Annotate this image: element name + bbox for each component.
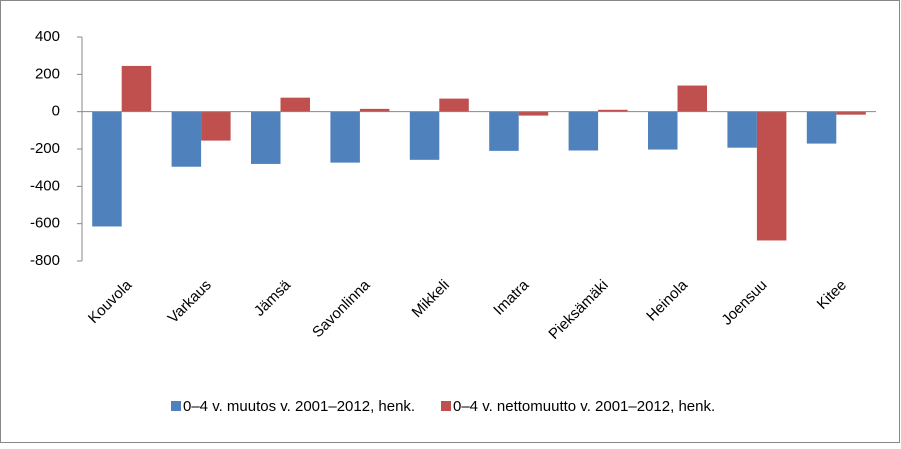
bar bbox=[330, 111, 360, 163]
bar bbox=[121, 65, 152, 112]
bar bbox=[251, 111, 281, 164]
y-tick-label: -800 bbox=[30, 252, 60, 269]
bar bbox=[280, 97, 310, 112]
bar bbox=[359, 108, 390, 112]
bar bbox=[836, 111, 866, 115]
bar bbox=[171, 111, 202, 167]
y-tick-label: 200 bbox=[35, 65, 60, 82]
bar bbox=[756, 111, 787, 241]
bar bbox=[518, 111, 549, 116]
legend-label: 0–4 v. nettomuutto v. 2001–2012, henk. bbox=[453, 398, 715, 415]
bar bbox=[806, 111, 837, 144]
bar bbox=[409, 111, 440, 160]
y-tick-label: 400 bbox=[35, 28, 60, 45]
bar bbox=[92, 111, 122, 227]
bar bbox=[648, 111, 678, 150]
bar bbox=[439, 98, 469, 112]
bar bbox=[201, 111, 231, 141]
y-tick-label: 0 bbox=[52, 103, 60, 120]
bar bbox=[598, 109, 628, 112]
legend-label: 0–4 v. muutos v. 2001–2012, henk. bbox=[183, 398, 415, 415]
bar bbox=[727, 111, 757, 148]
legend-swatch bbox=[171, 401, 181, 411]
legend-swatch bbox=[441, 401, 451, 411]
bar bbox=[677, 85, 707, 112]
bar bbox=[568, 111, 599, 151]
y-tick-label: -600 bbox=[30, 215, 60, 232]
y-tick-label: -400 bbox=[30, 177, 60, 194]
y-tick-label: -200 bbox=[30, 140, 60, 157]
bar bbox=[489, 111, 519, 151]
